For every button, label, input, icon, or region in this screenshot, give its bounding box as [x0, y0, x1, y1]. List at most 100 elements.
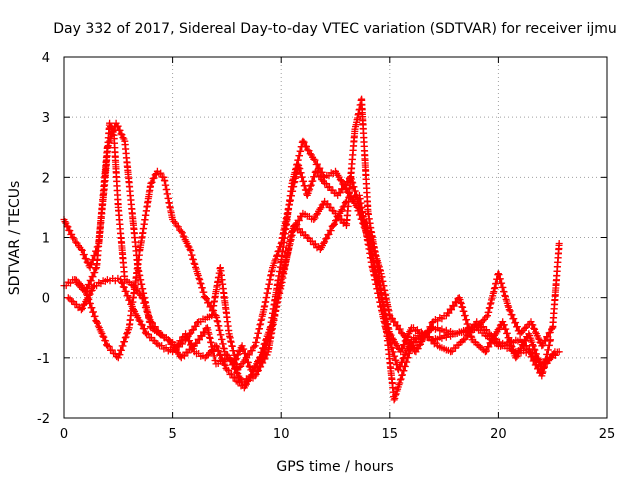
- data-point-satellite-track-b: [539, 341, 547, 349]
- data-point-satellite-track-d: [261, 355, 269, 363]
- data-point-satellite-track-b: [295, 217, 303, 225]
- data-point-satellite-track-a: [303, 142, 310, 150]
- data-point-satellite-track-c: [306, 182, 314, 190]
- data-point-satellite-track-d: [233, 368, 241, 376]
- data-point-satellite-track-b: [555, 240, 563, 247]
- data-point-satellite-track-d: [92, 265, 100, 273]
- data-point-satellite-track-c: [86, 290, 94, 298]
- data-point-satellite-track-c: [273, 251, 281, 259]
- x-tick-label: 15: [382, 427, 399, 442]
- data-point-satellite-track-b: [516, 330, 524, 338]
- data-point-satellite-track-c: [522, 337, 529, 345]
- data-point-satellite-track-b: [97, 328, 105, 336]
- data-point-satellite-track-c: [467, 332, 475, 340]
- data-point-satellite-track-d: [333, 216, 341, 224]
- data-point-satellite-track-c: [503, 329, 511, 337]
- data-point-satellite-track-d: [382, 325, 390, 333]
- data-point-satellite-track-b: [93, 318, 101, 326]
- data-point-satellite-track-a: [336, 176, 344, 184]
- data-point-satellite-track-b: [91, 312, 99, 320]
- data-point-satellite-track-c: [309, 177, 317, 185]
- data-point-satellite-track-b: [396, 379, 404, 387]
- data-point-satellite-track-c: [312, 167, 320, 175]
- data-point-satellite-track-b: [324, 200, 332, 208]
- data-point-satellite-track-c: [128, 300, 136, 308]
- data-point-satellite-track-d: [257, 363, 265, 371]
- data-point-satellite-track-c: [513, 352, 521, 360]
- data-point-satellite-track-d: [532, 361, 540, 369]
- data-point-satellite-track-c: [485, 343, 493, 351]
- data-point-satellite-track-a: [241, 382, 249, 390]
- data-point-satellite-track-c: [118, 279, 126, 287]
- data-point-satellite-track-b: [191, 260, 199, 268]
- data-point-satellite-track-a: [66, 227, 74, 235]
- data-point-satellite-track-b: [482, 313, 490, 321]
- data-point-satellite-track-a: [299, 137, 307, 145]
- data-point-satellite-track-d: [187, 346, 195, 354]
- y-axis-label: SDTVAR / TECUs: [7, 181, 23, 296]
- data-point-satellite-track-b: [122, 333, 130, 341]
- data-point-satellite-track-b: [390, 396, 398, 404]
- data-point-satellite-track-d: [323, 234, 331, 242]
- data-point-satellite-track-b: [200, 288, 208, 296]
- data-point-satellite-track-d: [466, 328, 474, 336]
- data-point-satellite-track-b: [197, 280, 205, 288]
- data-point-satellite-track-d: [119, 134, 127, 142]
- data-point-satellite-track-c: [425, 326, 433, 334]
- data-point-satellite-track-d: [530, 357, 538, 365]
- data-point-satellite-track-c: [275, 247, 283, 255]
- x-tick-label: 20: [490, 427, 507, 442]
- data-point-satellite-track-b: [170, 218, 178, 226]
- data-point-satellite-track-c: [348, 178, 356, 186]
- data-point-satellite-track-c: [531, 346, 539, 354]
- data-point-satellite-track-d: [341, 199, 349, 207]
- data-point-satellite-track-b: [391, 395, 399, 402]
- data-point-satellite-track-d: [164, 336, 172, 344]
- data-point-satellite-track-d: [254, 367, 262, 375]
- data-point-satellite-track-c: [414, 345, 422, 353]
- data-point-satellite-track-c: [500, 321, 508, 329]
- data-point-satellite-track-b: [513, 323, 521, 331]
- data-point-satellite-track-d: [227, 357, 235, 365]
- data-point-satellite-track-a: [212, 342, 220, 350]
- data-point-satellite-track-b: [530, 324, 538, 332]
- data-point-satellite-track-a: [225, 366, 232, 374]
- data-point-satellite-track-b: [396, 376, 404, 384]
- data-point-satellite-track-b: [186, 246, 194, 253]
- data-point-satellite-track-a: [300, 138, 308, 146]
- y-tick-label: 1: [42, 232, 50, 247]
- data-point-satellite-track-c: [248, 347, 256, 355]
- data-point-satellite-track-c: [530, 345, 538, 353]
- data-point-satellite-track-c: [499, 318, 507, 326]
- data-point-satellite-track-b: [157, 169, 165, 177]
- data-point-satellite-track-a: [306, 150, 314, 158]
- data-point-satellite-track-b: [178, 229, 186, 237]
- data-point-satellite-track-d: [322, 235, 330, 243]
- data-point-satellite-track-a: [311, 156, 319, 164]
- data-point-satellite-track-d: [525, 348, 533, 356]
- data-point-satellite-track-d: [399, 354, 407, 362]
- data-point-satellite-track-d: [386, 339, 394, 347]
- data-point-satellite-track-b: [198, 284, 206, 292]
- data-point-satellite-track-b: [123, 330, 131, 338]
- data-point-satellite-track-b: [188, 251, 196, 259]
- data-point-satellite-track-b: [392, 391, 399, 399]
- data-point-satellite-track-d: [79, 283, 87, 291]
- data-point-satellite-track-a: [216, 350, 224, 358]
- data-point-satellite-track-c: [418, 338, 426, 345]
- data-point-satellite-track-b: [99, 332, 107, 340]
- data-point-satellite-track-d: [103, 143, 111, 151]
- data-point-satellite-track-c: [186, 330, 193, 338]
- data-point-satellite-track-b: [173, 222, 181, 230]
- data-point-satellite-track-c: [122, 287, 130, 295]
- data-point-satellite-track-c: [178, 340, 186, 348]
- data-point-satellite-track-c: [450, 302, 458, 310]
- data-point-satellite-track-b: [184, 242, 192, 250]
- data-point-satellite-track-d: [325, 230, 333, 238]
- data-point-satellite-track-a: [78, 246, 86, 254]
- data-point-satellite-track-d: [292, 222, 300, 230]
- data-point-satellite-track-c: [448, 306, 455, 314]
- data-point-satellite-track-c: [124, 292, 132, 300]
- data-point-satellite-track-b: [116, 351, 124, 359]
- data-point-satellite-track-a: [313, 160, 321, 168]
